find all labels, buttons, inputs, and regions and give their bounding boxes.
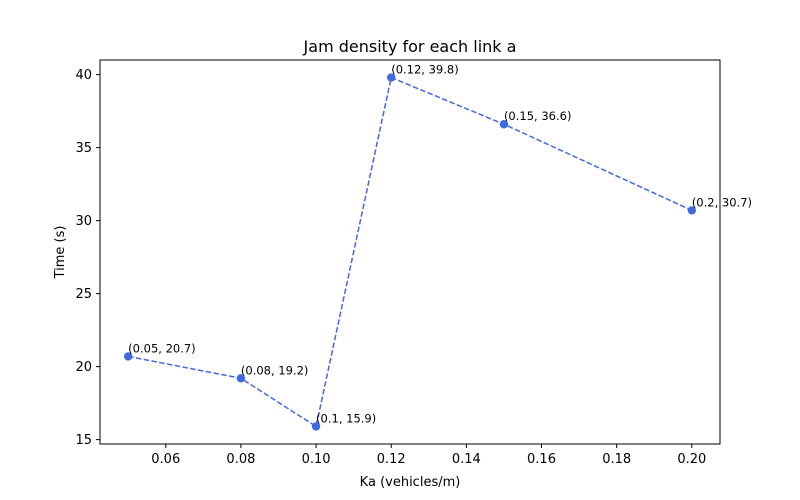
x-tick-label: 0.18 [602, 452, 631, 467]
data-point-label: (0.05, 20.7) [128, 341, 196, 355]
x-tick-label: 0.10 [302, 452, 331, 467]
data-point [236, 374, 246, 383]
y-tick-label: 15 [75, 433, 92, 448]
data-point-label: (0.2, 30.7) [692, 195, 752, 209]
data-point-label: (0.12, 39.8) [391, 63, 459, 77]
data-point-label: (0.1, 15.9) [316, 411, 376, 425]
x-tick-label: 0.16 [527, 452, 556, 467]
data-point [311, 422, 321, 431]
x-tick-label: 0.08 [226, 452, 255, 467]
x-tick-label: 0.06 [151, 452, 180, 467]
plot-area: (0.05, 20.7) (0.08, 19.2) (0.1, 15.9) (0.12… [123, 63, 752, 431]
data-point [687, 206, 697, 215]
series-line [128, 76, 693, 428]
y-tick-label: 25 [75, 287, 92, 302]
y-tick-label: 20 [75, 360, 92, 375]
data-point [387, 73, 396, 82]
x-tick-label: 0.20 [677, 452, 706, 467]
x-axis-label: Ka (vehicles/m) [360, 475, 461, 490]
x-tick-label: 0.12 [377, 452, 406, 467]
y-tick-label: 35 [75, 141, 92, 156]
data-point [123, 352, 133, 361]
y-tick-label: 40 [75, 68, 92, 83]
y-tick-label: 30 [75, 214, 92, 229]
chart-title: Jam density for each link a [303, 37, 517, 56]
data-point-label: (0.08, 19.2) [241, 363, 309, 377]
data-point [499, 120, 509, 129]
plot-frame [99, 59, 721, 445]
data-point-label: (0.15, 36.6) [504, 109, 572, 123]
x-tick-label: 0.14 [452, 452, 481, 467]
y-axis-label: Time (s) [53, 226, 68, 280]
